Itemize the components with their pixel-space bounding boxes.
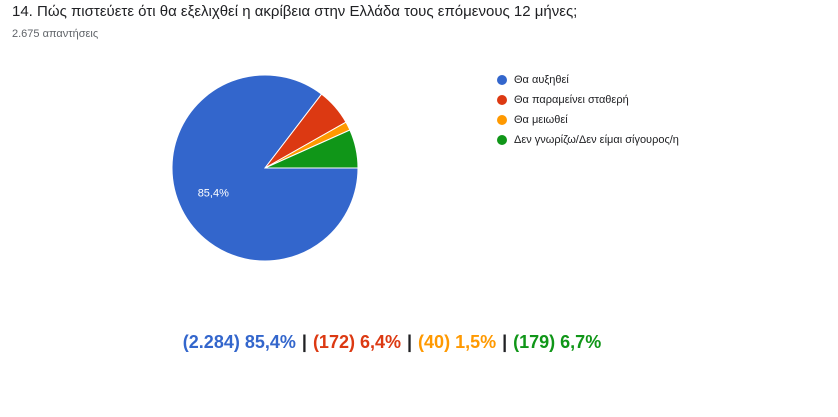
summary-count: (2.284)	[183, 332, 240, 352]
summary-count: (40)	[418, 332, 450, 352]
summary-percent: 85,4%	[245, 332, 296, 352]
legend-marker	[497, 135, 507, 145]
summary-count: (172)	[313, 332, 355, 352]
summary-separator: |	[407, 332, 412, 352]
slice-label: 85,4%	[198, 187, 229, 199]
summary-percent: 1,5%	[455, 332, 496, 352]
summary-count: (179)	[513, 332, 555, 352]
legend-label: Θα αυξηθεί	[514, 74, 569, 86]
summary-separator: |	[302, 332, 307, 352]
legend-marker	[497, 115, 507, 125]
chart-title: 14. Πώς πιστεύετε ότι θα εξελιχθεί η ακρ…	[12, 3, 577, 20]
chart-subtitle: 2.675 απαντήσεις	[12, 28, 98, 40]
legend-label: Δεν γνωρίζω/Δεν είμαι σίγουρος/η	[514, 134, 679, 146]
legend-marker	[497, 75, 507, 85]
summary-percent: 6,4%	[360, 332, 401, 352]
summary-separator: |	[502, 332, 507, 352]
legend-marker	[497, 95, 507, 105]
summary: (2.284) 85,4% | (172) 6,4% | (40) 1,5% | (179) 6,7…	[183, 332, 601, 352]
pie-slice	[264, 129, 359, 169]
legend-label: Θα παραμείνει σταθερή	[514, 94, 629, 106]
legend-label: Θα μειωθεί	[514, 114, 568, 126]
summary-percent: 6,7%	[560, 332, 601, 352]
